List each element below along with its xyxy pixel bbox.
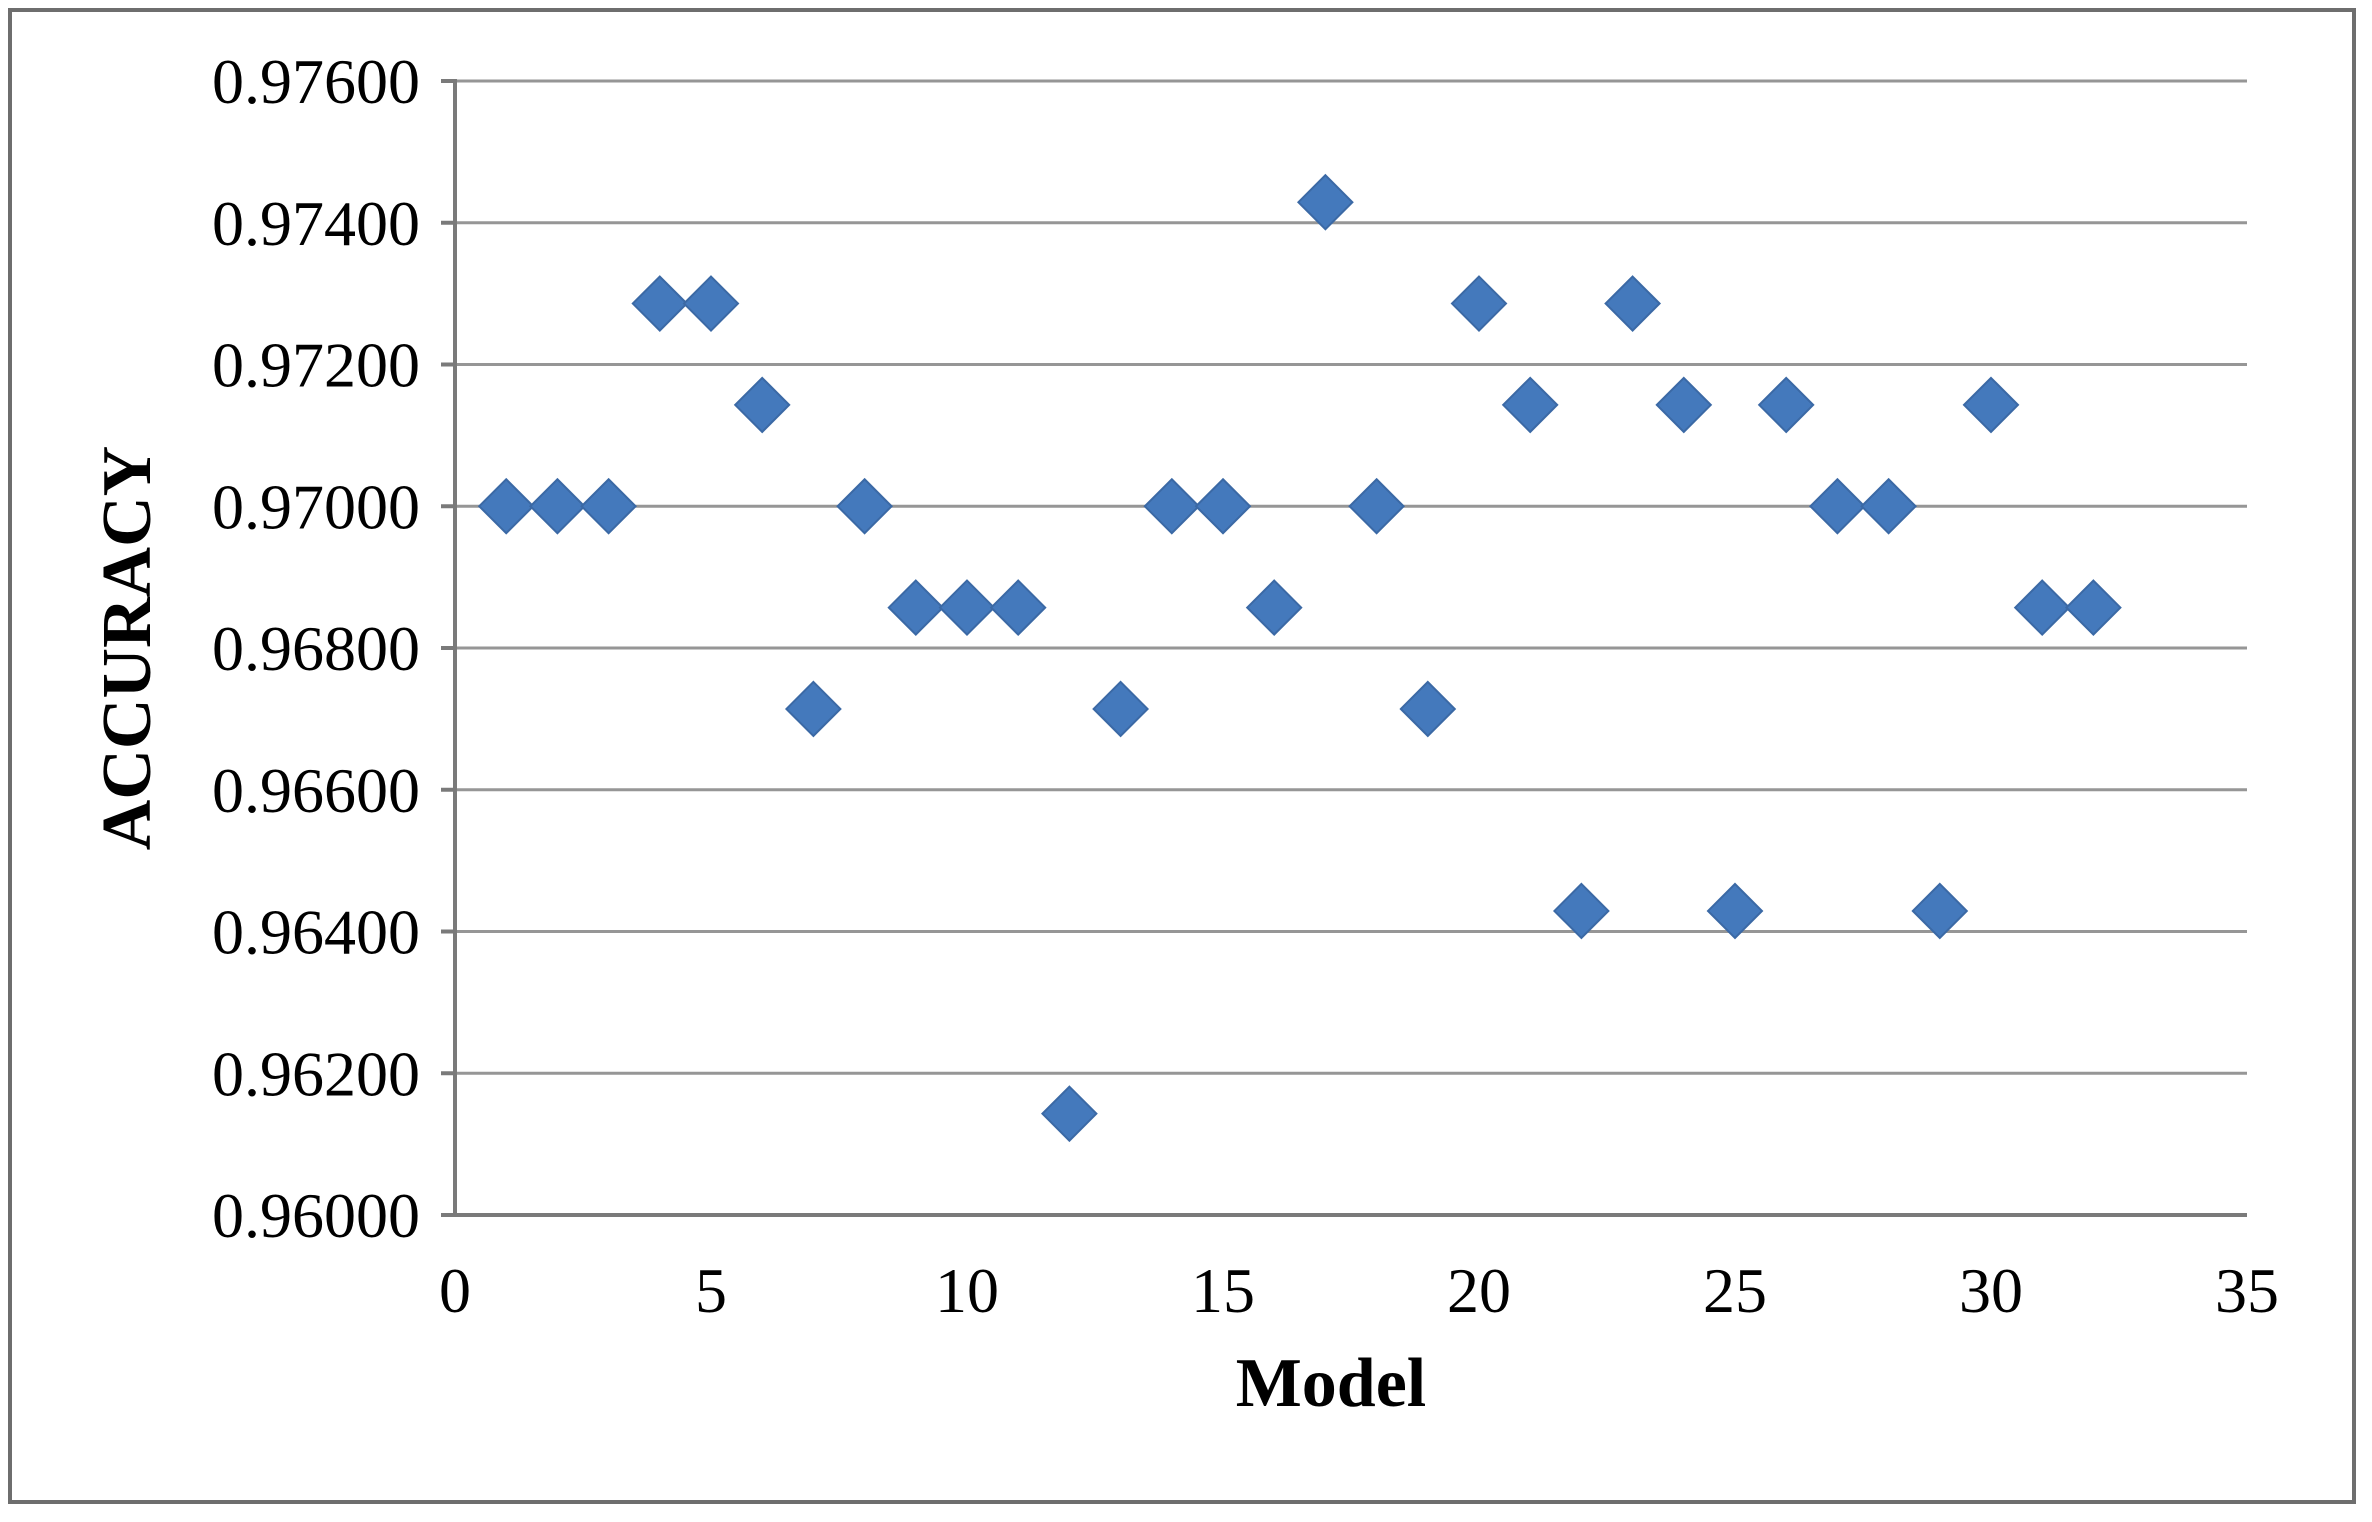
data-point (1655, 376, 1713, 434)
data-point (1348, 477, 1406, 535)
data-point (580, 477, 638, 535)
x-tick-label: 35 (2215, 1255, 2279, 1326)
data-point (1808, 477, 1866, 535)
x-tick-label: 25 (1703, 1255, 1767, 1326)
data-point (1092, 680, 1150, 738)
y-axis-title: ACCURACY (89, 446, 166, 850)
data-point (1604, 275, 1662, 332)
data-point (1757, 376, 1815, 434)
axes (453, 79, 2247, 1217)
x-axis-title: Model (1236, 1345, 1427, 1422)
data-point (528, 477, 586, 535)
y-tick-label: 0.97600 (212, 46, 420, 117)
y-tick-label: 0.97200 (212, 330, 420, 401)
data-point (1245, 579, 1303, 637)
x-tick-label: 10 (935, 1255, 999, 1326)
y-tick-label: 0.96400 (212, 897, 420, 968)
y-tick-label: 0.96200 (212, 1038, 420, 1109)
data-point (477, 477, 535, 535)
data-point (1552, 882, 1610, 940)
data-point (682, 275, 740, 332)
data-point (1143, 477, 1201, 535)
y-tick-label: 0.96800 (212, 613, 420, 684)
figure-border (8, 8, 2356, 1504)
x-axis-labels: 0 5 10 15 20 25 30 35 (439, 1255, 2279, 1326)
data-point (733, 376, 791, 434)
data-point (1860, 477, 1918, 535)
data-point (1194, 477, 1252, 535)
x-tick-label: 20 (1447, 1255, 1511, 1326)
data-point (631, 275, 689, 332)
y-axis-labels: 0.97600 0.97400 0.97200 0.97000 0.96800 0.966… (212, 46, 420, 1251)
x-tick-label: 5 (695, 1255, 727, 1326)
data-point (1706, 882, 1764, 940)
y-axis-tick-marks (441, 79, 455, 1217)
data-point (2013, 579, 2071, 637)
data-point (1399, 680, 1457, 738)
data-point (1962, 376, 2020, 434)
data-point (938, 579, 996, 637)
data-point (1040, 1085, 1098, 1143)
data-point (836, 477, 894, 535)
data-point (989, 579, 1047, 637)
data-point (1501, 376, 1559, 434)
x-tick-label: 0 (439, 1255, 471, 1326)
x-tick-label: 15 (1191, 1255, 1255, 1326)
y-tick-label: 0.96000 (212, 1180, 420, 1251)
data-points (477, 173, 2122, 1143)
gridlines (455, 79, 2247, 1217)
data-point (2064, 579, 2122, 637)
y-tick-label: 0.97000 (212, 471, 420, 542)
y-tick-label: 0.96600 (212, 755, 420, 826)
y-tick-label: 0.97400 (212, 188, 420, 259)
x-tick-label: 30 (1959, 1255, 2023, 1326)
data-point (1296, 173, 1354, 231)
data-point (784, 680, 842, 738)
data-point (1450, 275, 1508, 332)
data-point (887, 579, 945, 637)
data-point (1911, 882, 1969, 940)
